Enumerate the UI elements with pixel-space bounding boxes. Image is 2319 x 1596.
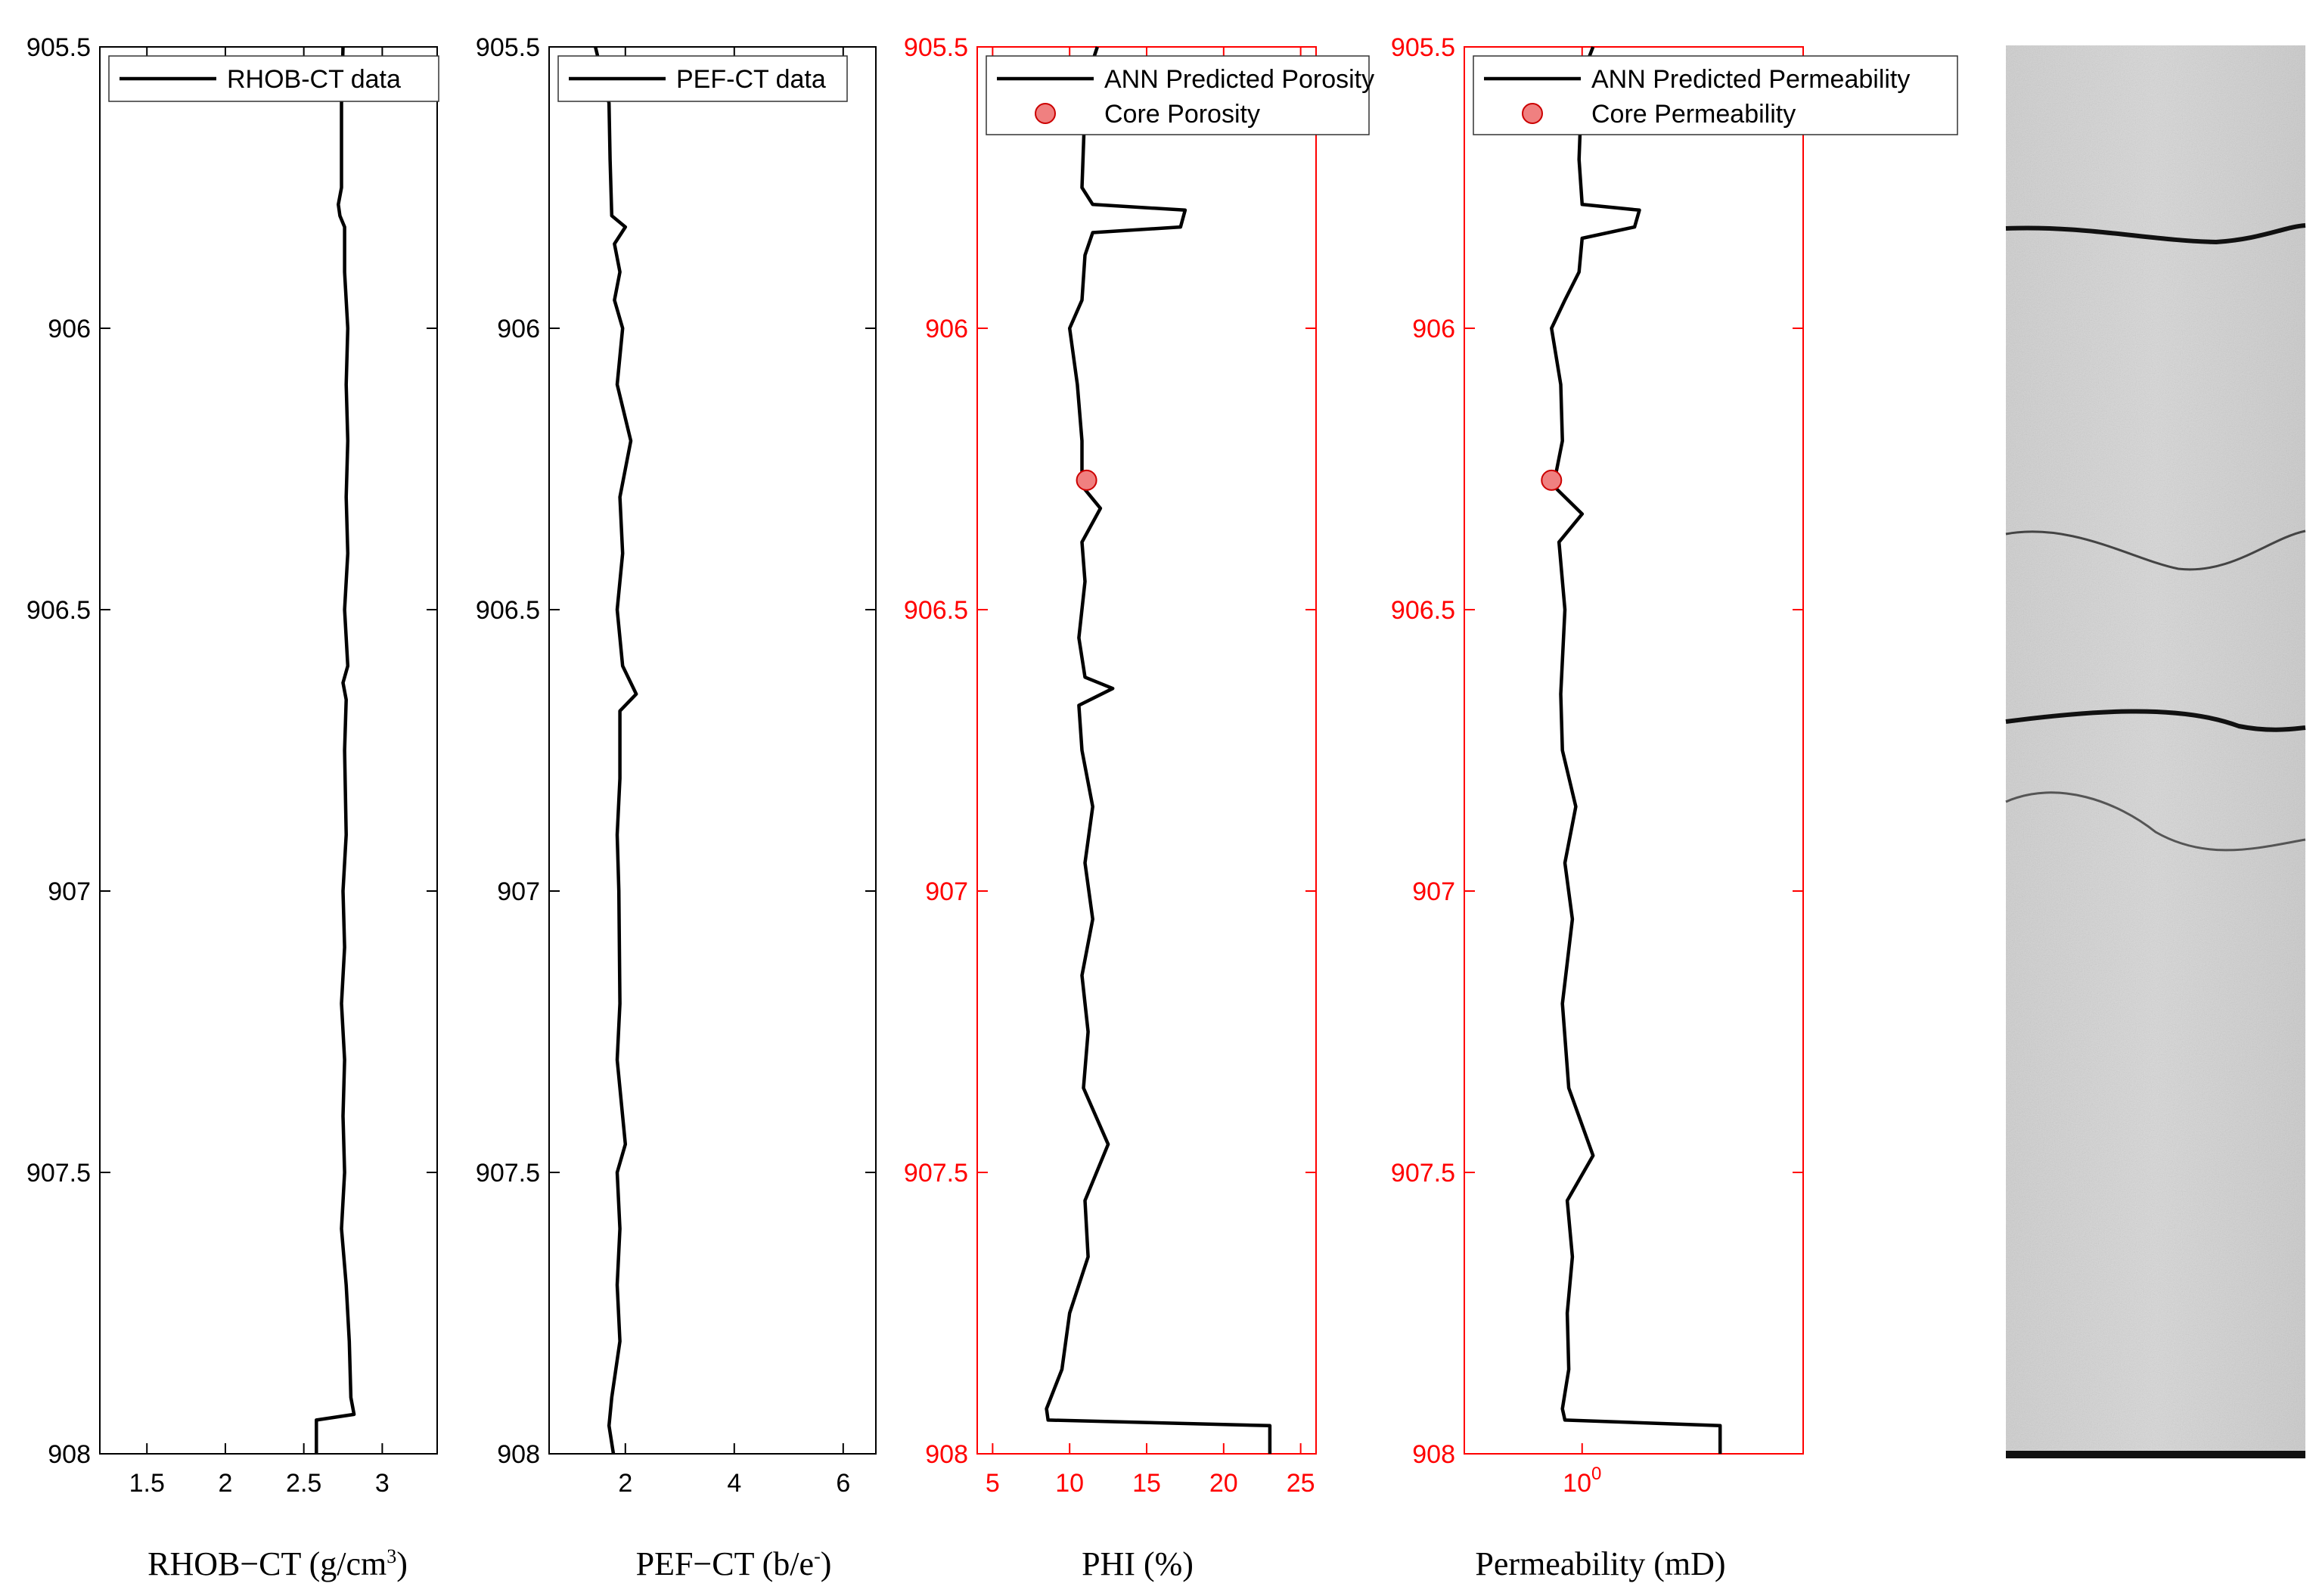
y-tick-label: 906 — [1412, 315, 1455, 343]
x-axis-label: PEF−CT (b/e-) — [636, 1545, 832, 1582]
y-tick-label: 906.5 — [1391, 596, 1455, 625]
legend-marker-swatch — [1035, 103, 1056, 124]
core-lamina — [2005, 529, 2306, 571]
y-tick-label: 905.5 — [476, 33, 540, 62]
x-tick-label: 10 — [1055, 1469, 1084, 1498]
core-marker — [1541, 469, 1563, 491]
y-tick-label: 907.5 — [476, 1159, 540, 1188]
y-tick-label: 906 — [497, 315, 540, 343]
legend: RHOB-CT data — [108, 55, 439, 102]
x-tick-label: 5 — [986, 1469, 1000, 1498]
legend-marker-swatch — [1522, 103, 1543, 124]
y-tick-label: 907 — [497, 877, 540, 906]
plot-frame — [976, 46, 1317, 1455]
x-axis-label: RHOB−CT (g/cm3) — [147, 1545, 408, 1582]
y-tick-label: 907.5 — [904, 1159, 968, 1188]
x-tick-label: 20 — [1209, 1469, 1238, 1498]
plot-frame — [99, 46, 438, 1455]
y-tick-label: 906.5 — [476, 596, 540, 625]
y-tick-label: 906.5 — [904, 596, 968, 625]
legend-entry: RHOB-CT data — [227, 65, 401, 94]
core-ct-image — [2005, 45, 2306, 1458]
x-tick-label: 2 — [218, 1469, 232, 1498]
series-line — [594, 46, 638, 1455]
series-line — [1550, 46, 1722, 1454]
x-tick-label: 2 — [618, 1469, 632, 1498]
core-fracture — [2005, 709, 2306, 732]
core-lamina — [2005, 791, 2306, 852]
plot-frame — [548, 46, 877, 1455]
y-tick-label: 907.5 — [26, 1159, 91, 1188]
panel-2: 905.5 906 906.5 907 907.5 908 2 4 6 PEF-CT data PE… — [476, 33, 877, 1582]
legend-entry: Core Porosity — [1104, 100, 1260, 129]
legend: ANN Predicted Porosity Core Porosity — [986, 55, 1374, 135]
legend: PEF-CT data — [557, 55, 848, 102]
x-tick-label: 4 — [727, 1469, 741, 1498]
series-line — [315, 46, 356, 1454]
core-marker — [1076, 469, 1097, 491]
core-image-texture — [2006, 45, 2305, 1458]
y-tick-label: 905.5 — [904, 33, 968, 62]
x-tick-label: 1.5 — [129, 1469, 165, 1498]
y-tick-label: 908 — [497, 1440, 540, 1469]
panel-1: 905.5 906 906.5 907 907.5 908 1.5 2 2.5 3 RHOB-CT … — [26, 33, 439, 1582]
x-tick-label: 3 — [375, 1469, 390, 1498]
y-tick-label: 907 — [48, 877, 91, 906]
plot-frame — [1464, 46, 1804, 1455]
x-tick-label: 100 — [1563, 1464, 1601, 1498]
legend-entry: ANN Predicted Porosity — [1104, 65, 1374, 94]
legend-entry: ANN Predicted Permeability — [1591, 65, 1910, 94]
series-line — [1045, 46, 1272, 1454]
core-bottom-edge — [2006, 1451, 2305, 1458]
legend: ANN Predicted Permeability Core Permeabil… — [1473, 55, 1958, 135]
x-tick-label: 6 — [836, 1469, 850, 1498]
y-tick-label: 908 — [1412, 1440, 1455, 1469]
y-tick-label: 908 — [925, 1440, 968, 1469]
panel-3: 905.5 906 906.5 907 907.5 908 5 10 15 20 25 ANN Pre… — [904, 33, 1374, 1582]
panel-4: 905.5 906 906.5 907 907.5 908 100 ANN Predicted… — [1391, 33, 1958, 1582]
y-tick-label: 905.5 — [1391, 33, 1455, 62]
x-tick-label: 15 — [1132, 1469, 1161, 1498]
x-axis-label: Permeability (mD) — [1475, 1545, 1725, 1582]
x-tick-label: 2.5 — [286, 1469, 321, 1498]
legend-entry: PEF-CT data — [676, 65, 826, 94]
core-fracture — [2005, 223, 2306, 245]
x-tick-label: 25 — [1287, 1469, 1315, 1498]
y-tick-label: 907 — [925, 877, 968, 906]
y-tick-label: 907.5 — [1391, 1159, 1455, 1188]
legend-entry: Core Permeability — [1591, 100, 1796, 129]
x-axis-label: PHI (%) — [1082, 1545, 1194, 1582]
y-tick-label: 908 — [48, 1440, 91, 1469]
y-tick-label: 906 — [48, 315, 91, 343]
y-tick-label: 906 — [925, 315, 968, 343]
y-tick-label: 907 — [1412, 877, 1455, 906]
y-tick-label: 906.5 — [26, 596, 91, 625]
y-tick-label: 905.5 — [26, 33, 91, 62]
legend-box — [1473, 55, 1958, 135]
